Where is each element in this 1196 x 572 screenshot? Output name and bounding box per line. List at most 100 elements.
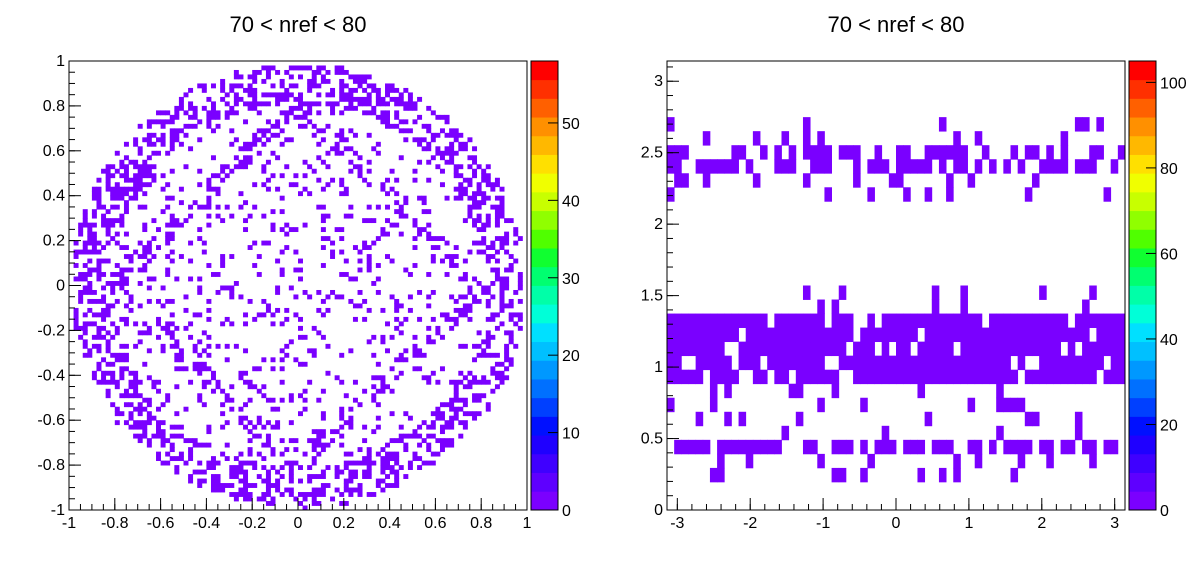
heatmap-cell: [1024, 341, 1033, 357]
heatmap-cell: [279, 96, 285, 102]
heatmap-cell: [233, 110, 239, 116]
heatmap-cell: [449, 438, 455, 444]
heatmap-cell: [1003, 439, 1011, 455]
heatmap-cell: [398, 96, 404, 102]
heatmap-cell: [453, 254, 459, 259]
heatmap-cell: [151, 236, 157, 241]
heatmap-cell: [311, 352, 317, 358]
heatmap-cell: [169, 343, 175, 349]
heatmap-cell: [142, 191, 148, 197]
heatmap-cell: [795, 383, 804, 399]
heatmap-cell: [91, 370, 97, 376]
heatmap-cell: [472, 397, 478, 403]
heatmap-cell: [504, 240, 510, 246]
heatmap-cell: [279, 451, 285, 457]
heatmap-cell: [270, 451, 276, 457]
heatmap-cell: [960, 159, 968, 174]
heatmap-cell: [188, 123, 194, 129]
heatmap-cell: [201, 442, 207, 448]
heatmap-cell: [279, 321, 285, 327]
heatmap-cell: [458, 182, 464, 188]
heatmap-cell: [96, 348, 102, 354]
heatmap-cell: [87, 281, 93, 286]
heatmap-cell: [334, 375, 340, 381]
heatmap-cell: [717, 159, 725, 174]
heatmap-cell: [78, 298, 84, 304]
heatmap-cell: [339, 177, 345, 183]
heatmap-cell: [1082, 313, 1090, 328]
heatmap-cell: [674, 327, 682, 343]
heatmap-cell: [412, 451, 418, 457]
heatmap-cell: [394, 101, 400, 107]
y-tick-label: -0.6: [37, 412, 65, 429]
heatmap-cell: [917, 355, 926, 371]
heatmap-cell: [449, 146, 455, 152]
heatmap-cell: [709, 341, 718, 357]
heatmap-cell: [472, 195, 478, 201]
heatmap-cell: [96, 186, 102, 192]
palette-segment: [531, 79, 558, 99]
heatmap-cell: [206, 110, 212, 116]
heatmap-cell: [243, 146, 249, 152]
heatmap-cell: [494, 384, 500, 390]
heatmap-cell: [142, 182, 148, 188]
heatmap-cell: [931, 355, 940, 371]
heatmap-cell: [717, 327, 725, 343]
heatmap-cell: [284, 69, 290, 75]
heatmap-cell: [334, 132, 340, 138]
heatmap-cell: [302, 110, 308, 116]
heatmap-cell: [256, 474, 262, 479]
heatmap-cell: [874, 369, 883, 385]
heatmap-cell: [1074, 355, 1083, 371]
heatmap-cell: [137, 168, 143, 174]
heatmap-cell: [1010, 439, 1019, 455]
heatmap-cell: [352, 87, 358, 93]
heatmap-cell: [421, 209, 427, 215]
heatmap-cell: [174, 411, 180, 417]
heatmap-cell: [817, 131, 825, 146]
heatmap-cell: [481, 173, 487, 179]
heatmap-cell: [481, 168, 487, 174]
heatmap-cell: [220, 285, 226, 291]
palette-segment: [1129, 379, 1156, 399]
heatmap-cell: [123, 393, 129, 399]
heatmap-cell: [165, 110, 171, 116]
heatmap-cell: [439, 168, 445, 174]
heatmap-cell: [888, 439, 897, 455]
heatmap-cell: [114, 330, 120, 336]
heatmap-cell: [343, 186, 349, 192]
heatmap-cell: [270, 209, 276, 215]
heatmap-cell: [375, 375, 381, 381]
heatmap-cell: [339, 352, 345, 358]
heatmap-cell: [330, 146, 336, 152]
heatmap-cell: [101, 316, 107, 322]
heatmap-cell: [398, 370, 404, 376]
heatmap-cell: [343, 146, 349, 152]
heatmap-cell: [165, 451, 171, 457]
heatmap-cell: [174, 469, 180, 475]
heatmap-cell: [174, 132, 180, 138]
heatmap-cell: [311, 78, 317, 84]
heatmap-cell: [188, 114, 194, 120]
chart-left-title: 70 < nref < 80: [230, 12, 367, 37]
heatmap-cell: [146, 173, 152, 179]
heatmap-cell: [910, 355, 918, 371]
heatmap-cell: [802, 327, 811, 343]
heatmap-cell: [362, 177, 368, 183]
heatmap-cell: [375, 263, 381, 268]
heatmap-cell: [114, 325, 120, 331]
heatmap-cell: [444, 132, 450, 138]
heatmap-cell: [430, 110, 436, 116]
heatmap-cell: [298, 105, 303, 111]
heatmap-cell: [270, 123, 276, 129]
heatmap-cell: [881, 341, 890, 357]
heatmap-cell: [472, 240, 478, 246]
heatmap-cell: [302, 406, 308, 412]
heatmap-cell: [307, 492, 313, 497]
heatmap-cell: [96, 325, 102, 331]
heatmap-cell: [293, 173, 299, 179]
heatmap-cell: [1003, 355, 1011, 371]
heatmap-cell: [178, 352, 184, 358]
palette-segment: [531, 117, 558, 137]
heatmap-cell: [490, 294, 496, 300]
